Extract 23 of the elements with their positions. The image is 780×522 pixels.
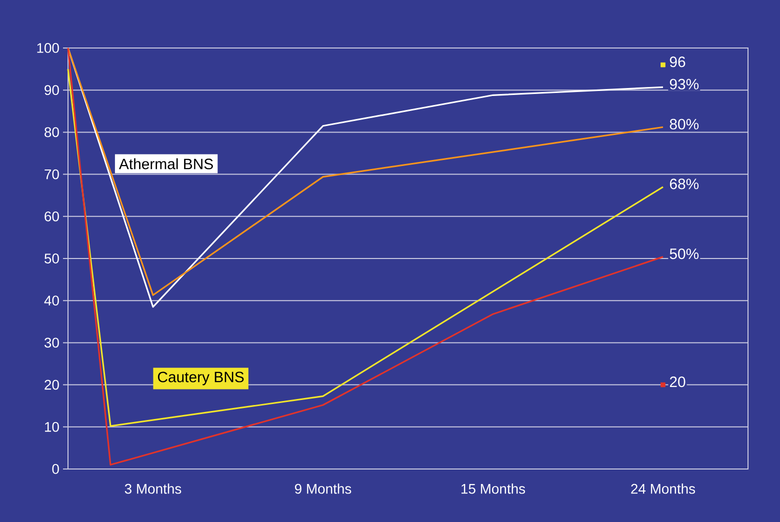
annotation: 50% [670,248,699,260]
annotation: Cautery BNS [158,372,244,386]
y-tick-label: 70 [44,169,59,180]
y-tick-label: 0 [52,464,59,474]
y-tick-label: 10 [45,422,59,432]
x-tick-label: 24 Months [631,484,696,494]
y-tick-label: 100 [37,43,59,53]
x-tick-label: 3 Months [124,484,182,494]
y-tick-label: 80 [44,127,59,138]
y-tick-label: 30 [44,338,59,348]
y-tick-label: 90 [44,85,59,96]
annotation: 80% [670,118,699,130]
x-tick-label: 15 Months [462,484,526,494]
annotation: 20 [670,376,686,388]
y-tick-label: 20 [44,380,59,390]
y-tick-label: 50 [44,254,59,264]
annotation: 68% [670,178,699,190]
y-tick-label: 40 [44,296,59,306]
annotation: 93% [670,78,699,90]
annotation: Athermal BNS [118,158,213,170]
x-tick-label: 9 Months [294,484,352,494]
y-tick-label: 60 [44,211,59,222]
annotation: 96 [670,56,686,68]
